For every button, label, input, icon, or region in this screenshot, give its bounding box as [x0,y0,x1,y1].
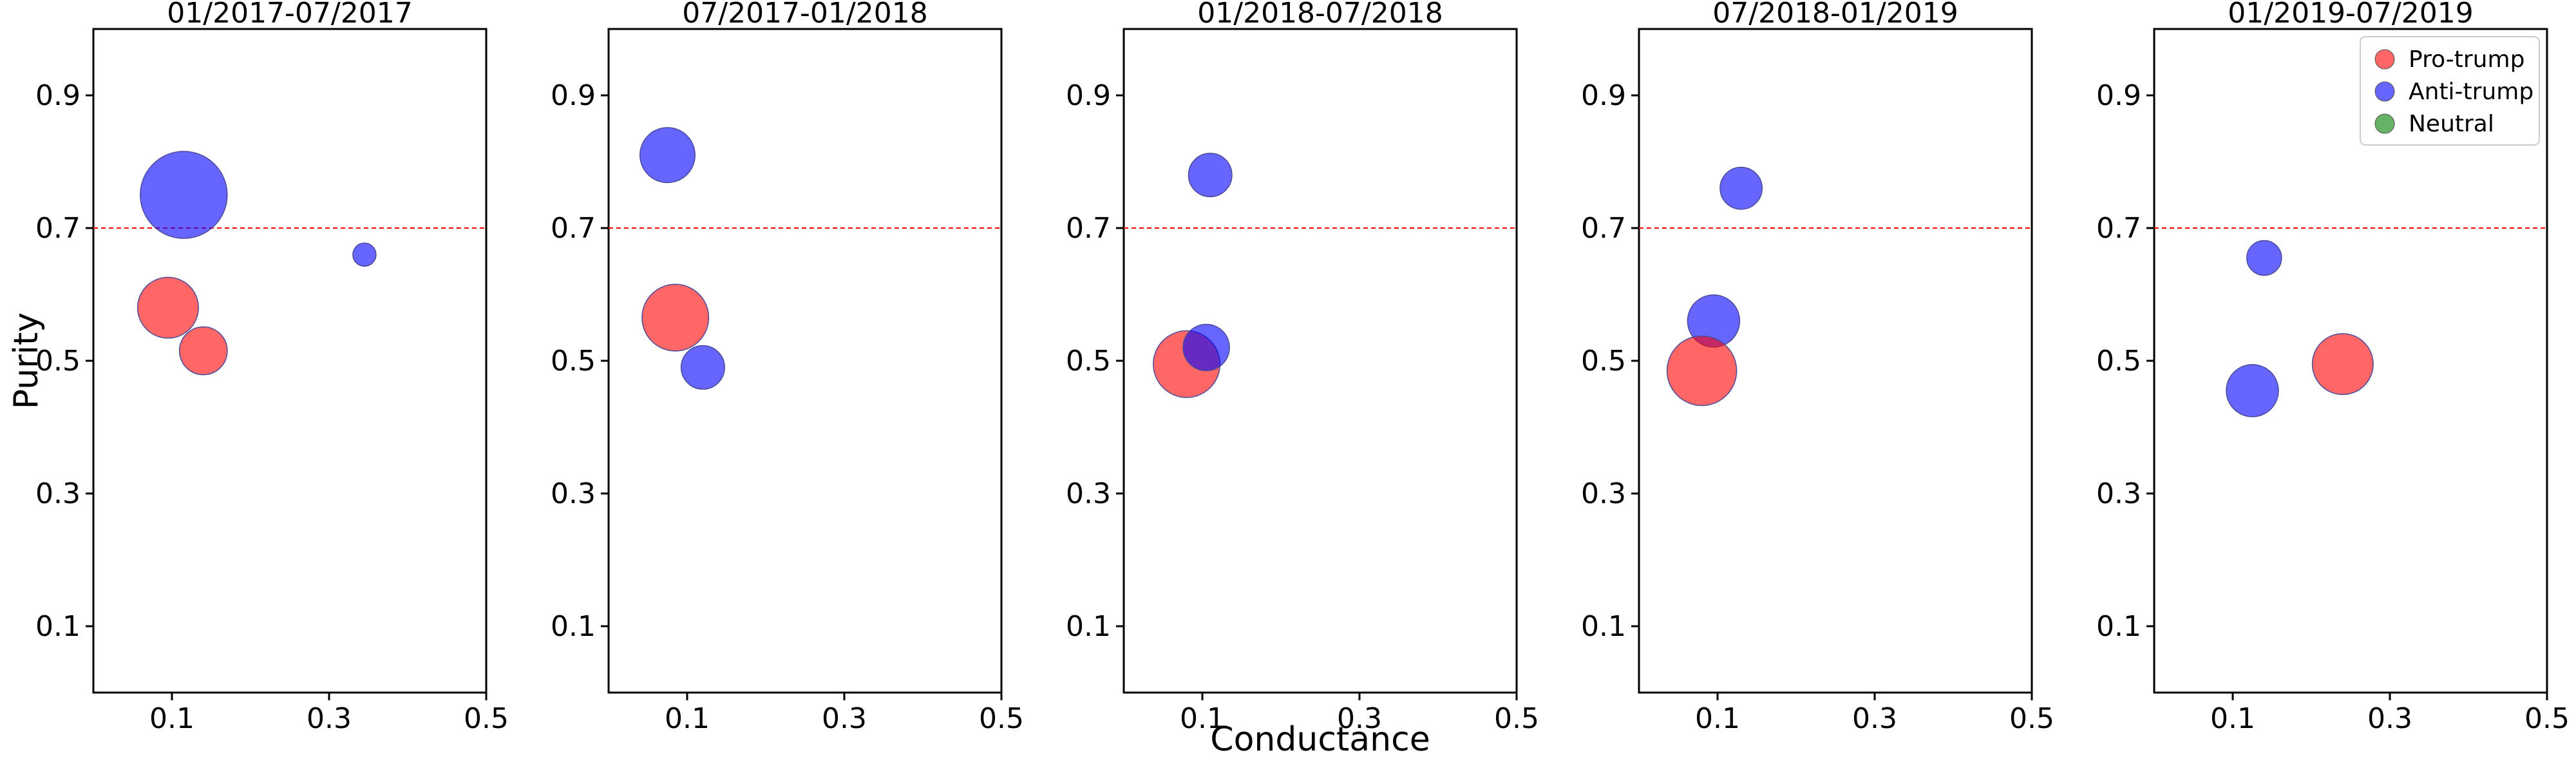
data-point-pro-trump [2311,333,2374,396]
data-point-pro-trump [178,326,228,376]
panel-title: 01/2019-07/2019 [2228,0,2473,30]
data-point-anti-trump [1182,323,1230,372]
x-tick-label: 0.3 [1852,702,1897,735]
y-tick-label: 0.9 [2096,79,2141,112]
data-point-anti-trump [140,151,228,239]
x-tick-label: 0.1 [2210,702,2255,735]
panel-1: 01/2017-07/2017 0.1 0.3 0.5 0.7 0.9 0.1 0.3 0.5 [35,0,509,735]
panel-title: 07/2018-01/2019 [1712,0,1958,30]
data-point-pro-trump [1666,335,1738,407]
legend-box [2360,36,2540,146]
panel-title: 07/2017-01/2018 [682,0,927,30]
x-tick-label: 0.3 [2367,702,2412,735]
panel-3: 01/2018-07/2018 0.1 0.3 0.5 0.7 0.9 0.1 0.3 0.5 [1066,0,1539,735]
legend: Pro-trump Anti-trump Neutral [2360,36,2540,146]
y-tick-label: 0.3 [2096,477,2141,510]
data-point-anti-trump [1719,166,1763,210]
y-tick-label: 0.3 [551,477,596,510]
y-tick-label: 0.9 [35,79,80,112]
legend-marker [2374,49,2395,70]
x-tick-label: 0.1 [1695,702,1740,735]
x-tick-label: 0.1 [1180,702,1225,735]
panel-title: 01/2018-07/2018 [1197,0,1443,30]
panel-4: 07/2018-01/2019 0.1 0.3 0.5 0.7 0.9 0.1 0.3 0.5 [1581,0,2054,735]
x-tick-label: 0.1 [665,702,710,735]
data-point-anti-trump [352,242,377,267]
y-tick-label: 0.5 [35,345,80,378]
legend-label: Pro-trump [2409,46,2524,73]
y-tick-label: 0.1 [551,610,596,643]
y-tick-label: 0.5 [551,345,596,378]
y-tick-label: 0.9 [1581,79,1626,112]
x-tick-label: 0.5 [2524,702,2570,735]
panel-2: 07/2017-01/2018 0.1 0.3 0.5 0.7 0.9 0.1 0.3 0.5 [551,0,1024,735]
y-tick-label: 0.5 [1581,345,1626,378]
x-tick-label: 0.3 [822,702,867,735]
y-axis-label: Purity [7,312,46,409]
y-tick-label: 0.7 [1066,212,1111,245]
y-tick-label: 0.1 [1581,610,1626,643]
y-tick-label: 0.7 [35,212,80,245]
data-point-pro-trump [137,276,199,339]
x-tick-label: 0.5 [979,702,1024,735]
plot-frame [92,28,488,694]
legend-label: Anti-trump [2409,79,2533,105]
y-tick-label: 0.7 [2096,212,2141,245]
x-tick-label: 0.1 [149,702,194,735]
x-tick-label: 0.3 [1337,702,1382,735]
x-axis-label: Conductance [1210,720,1430,757]
x-tick-label: 0.5 [464,702,509,735]
y-tick-label: 0.9 [1066,79,1111,112]
y-tick-label: 0.3 [1581,477,1626,510]
legend-marker [2374,81,2395,102]
y-tick-label: 0.5 [1066,345,1111,378]
y-tick-label: 0.1 [2096,610,2141,643]
y-tick-label: 0.3 [1066,477,1111,510]
data-point-anti-trump [2246,240,2282,276]
y-tick-label: 0.3 [35,477,80,510]
y-tick-label: 0.5 [2096,345,2141,378]
legend-label: Neutral [2409,111,2494,137]
data-point-anti-trump [2226,364,2279,417]
x-tick-label: 0.5 [2009,702,2054,735]
legend-marker [2374,113,2395,134]
data-point-anti-trump [639,127,696,184]
data-point-anti-trump [1188,153,1233,198]
y-tick-label: 0.7 [551,212,596,245]
y-tick-label: 0.1 [35,610,80,643]
x-tick-label: 0.5 [1494,702,1539,735]
data-point-anti-trump [680,345,725,390]
data-point-pro-trump [641,283,710,352]
panel-title: 01/2017-07/2017 [167,0,412,30]
y-tick-label: 0.9 [551,79,596,112]
y-tick-label: 0.7 [1581,212,1626,245]
x-tick-label: 0.3 [307,702,352,735]
y-tick-label: 0.1 [1066,610,1111,643]
